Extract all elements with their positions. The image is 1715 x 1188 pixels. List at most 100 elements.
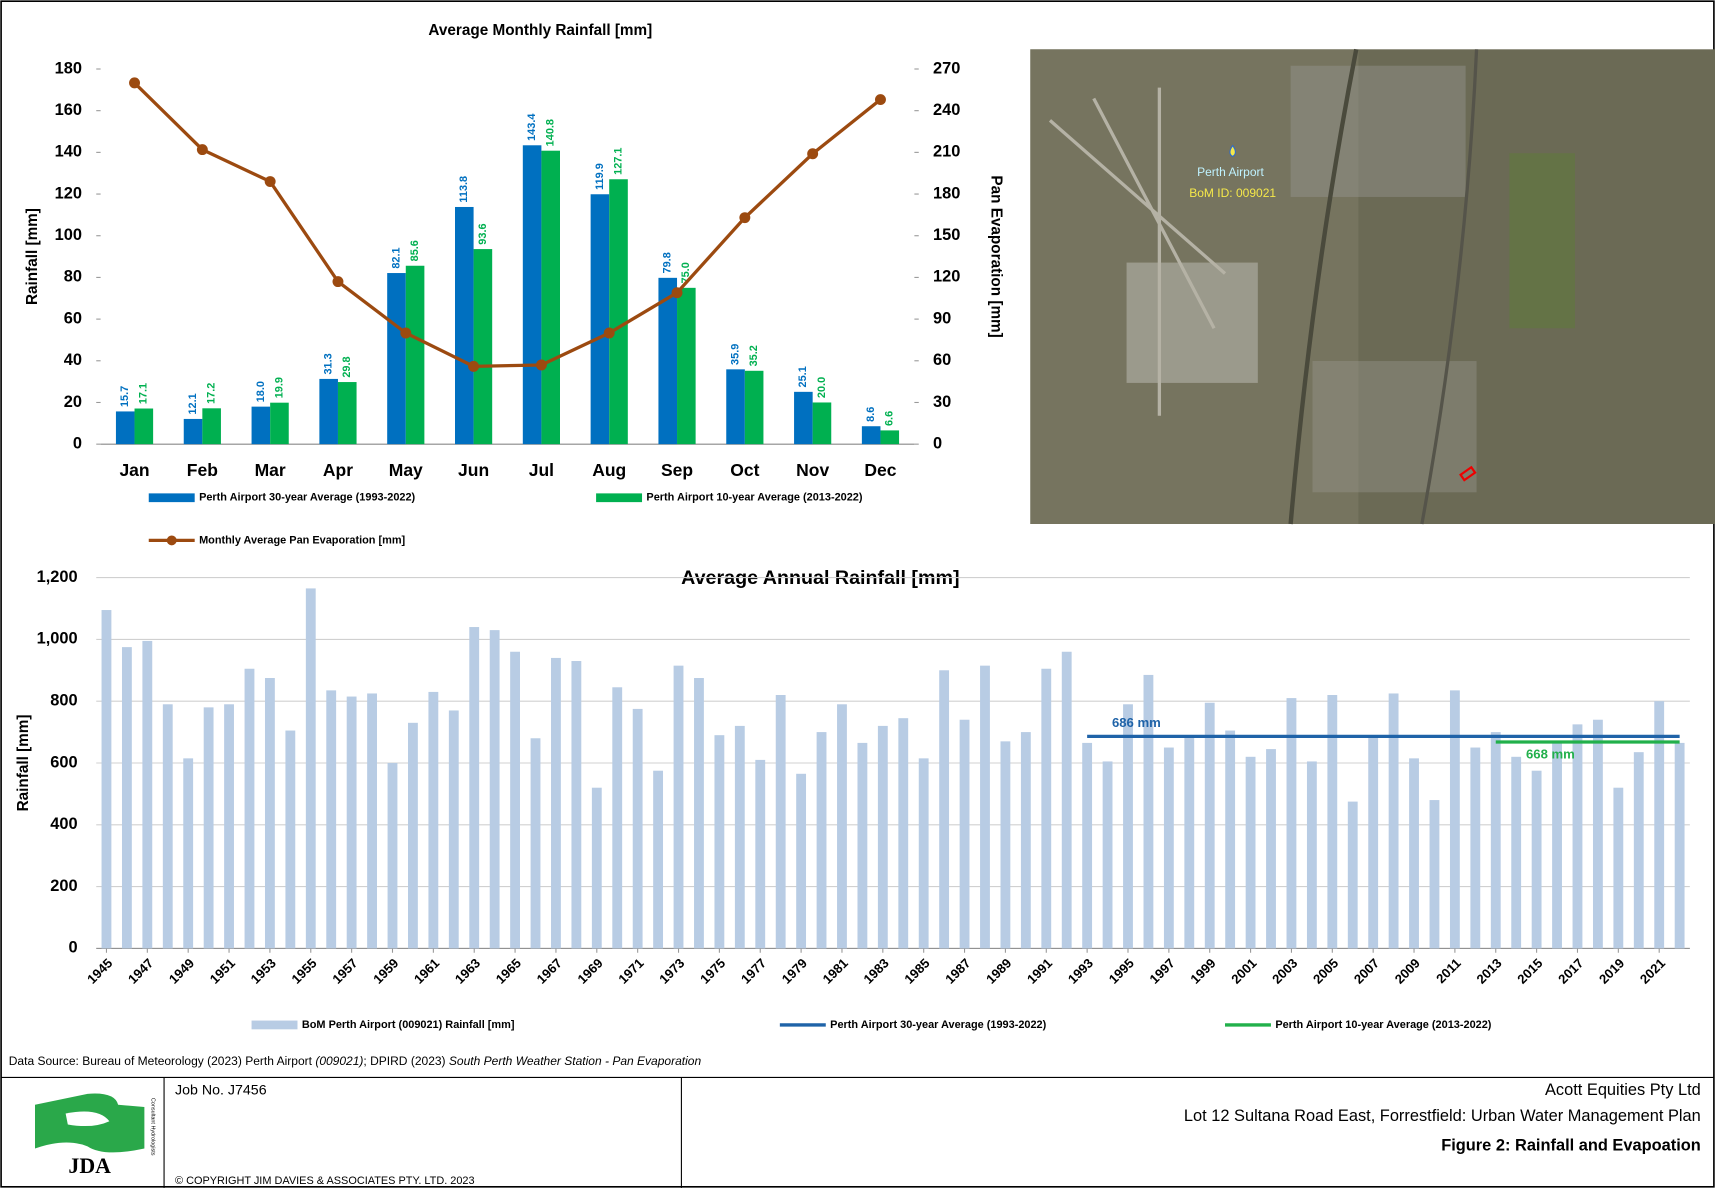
y2-axis-label: Pan Evaporation [mm] bbox=[987, 175, 1004, 337]
bar bbox=[571, 661, 582, 949]
legend-swatch bbox=[148, 493, 195, 503]
bar bbox=[541, 150, 560, 445]
y2-tick-label: 270 bbox=[933, 59, 960, 77]
marker bbox=[400, 327, 412, 339]
data-label: 31.3 bbox=[323, 353, 335, 374]
site-marker bbox=[1459, 465, 1477, 482]
bar bbox=[244, 668, 255, 949]
bar bbox=[1020, 732, 1031, 949]
line-label: 686 mm bbox=[1112, 715, 1161, 730]
runway bbox=[1048, 87, 1227, 416]
bar bbox=[1409, 758, 1419, 949]
bar bbox=[387, 273, 406, 445]
y2-tick-label: 90 bbox=[933, 309, 951, 327]
x-tick-label: Sep bbox=[661, 460, 693, 480]
data-label: 19.9 bbox=[273, 377, 285, 398]
map-area bbox=[1312, 361, 1477, 493]
marker bbox=[264, 176, 276, 188]
y-tick-label: 100 bbox=[55, 226, 82, 244]
marker bbox=[671, 287, 683, 299]
data-label: 12.1 bbox=[187, 393, 199, 414]
data-label: 17.1 bbox=[138, 383, 150, 404]
bar bbox=[673, 665, 684, 949]
logo-text: JDA bbox=[68, 1154, 111, 1178]
bar bbox=[590, 194, 610, 445]
bar bbox=[337, 382, 357, 445]
copyright: © COPYRIGHT JIM DAVIES & ASSOCIATES PTY.… bbox=[175, 1175, 475, 1187]
bar bbox=[1000, 741, 1011, 949]
bar bbox=[1674, 742, 1685, 949]
y-tick-label: 60 bbox=[64, 309, 82, 327]
legend-swatch bbox=[251, 1020, 298, 1030]
bar bbox=[1470, 747, 1481, 949]
bar bbox=[714, 735, 725, 949]
source-part: ; DPIRD (2023) bbox=[363, 1054, 448, 1068]
marker bbox=[332, 276, 344, 288]
legend-label: BoM Perth Airport (009021) Rainfall [mm] bbox=[302, 1019, 515, 1031]
bar bbox=[1368, 735, 1379, 949]
y-tick-label: 120 bbox=[55, 184, 82, 202]
data-label: 6.6 bbox=[884, 411, 896, 426]
bar bbox=[898, 718, 909, 949]
client: Acott Equities Pty Ltd bbox=[1545, 1081, 1701, 1099]
data-label: 143.4 bbox=[526, 113, 538, 141]
bar bbox=[1306, 761, 1317, 949]
bar bbox=[203, 707, 214, 949]
bar bbox=[326, 690, 337, 949]
logo-subtext: Consultant Hydrologists bbox=[150, 1098, 156, 1156]
bar bbox=[473, 249, 493, 445]
y-tick-label: 400 bbox=[50, 815, 77, 833]
data-label: 82.1 bbox=[390, 247, 402, 268]
bar bbox=[1449, 690, 1460, 949]
y-tick-label: 1,000 bbox=[37, 630, 78, 648]
bar bbox=[522, 145, 542, 445]
bar bbox=[591, 787, 602, 949]
bar bbox=[837, 704, 847, 949]
bar bbox=[794, 391, 813, 445]
x-tick-label: Jul bbox=[529, 460, 554, 480]
marker bbox=[739, 212, 751, 224]
data-label: 113.8 bbox=[458, 176, 470, 203]
legend-swatch bbox=[596, 493, 643, 503]
bar bbox=[1347, 801, 1358, 949]
x-tick-label: Nov bbox=[796, 460, 829, 480]
chart-title: Average Monthly Rainfall [mm] bbox=[428, 22, 652, 39]
data-label: 93.6 bbox=[477, 223, 489, 244]
bar bbox=[1225, 730, 1236, 949]
logo-shape bbox=[65, 1111, 110, 1127]
bar bbox=[816, 732, 827, 949]
bar bbox=[1388, 693, 1399, 949]
bar bbox=[183, 418, 203, 445]
bar bbox=[202, 408, 221, 445]
bar bbox=[551, 657, 561, 949]
bar bbox=[1654, 701, 1665, 949]
source-part: (009021) bbox=[315, 1054, 363, 1068]
legend-label: Perth Airport 30-year Average (1993-2022… bbox=[830, 1019, 1046, 1031]
bar bbox=[694, 678, 704, 949]
bar bbox=[861, 426, 881, 445]
job-number: Job No. J7456 bbox=[175, 1082, 267, 1098]
bar bbox=[530, 738, 541, 949]
y2-tick-label: 120 bbox=[933, 268, 960, 286]
bar bbox=[1102, 761, 1113, 949]
bar bbox=[1552, 741, 1562, 949]
bar bbox=[980, 665, 990, 949]
bar bbox=[264, 678, 275, 949]
y-tick-label: 180 bbox=[55, 59, 82, 77]
data-label: 15.7 bbox=[119, 386, 131, 407]
bar bbox=[1490, 732, 1501, 949]
bar bbox=[1429, 800, 1440, 949]
data-label: 35.2 bbox=[748, 345, 760, 366]
y-tick-label: 160 bbox=[55, 101, 82, 119]
data-label: 35.9 bbox=[729, 344, 741, 365]
bar bbox=[162, 704, 173, 949]
data-label: 17.2 bbox=[206, 383, 218, 404]
x-tick-label: Apr bbox=[323, 460, 353, 480]
bar bbox=[726, 369, 745, 445]
map-area bbox=[1126, 262, 1258, 383]
y-tick-label: 20 bbox=[64, 393, 82, 411]
bar bbox=[1245, 756, 1256, 949]
figure-title: Figure 2: Rainfall and Evapoation bbox=[1441, 1137, 1701, 1155]
x-tick-label: Jan bbox=[119, 460, 149, 480]
line bbox=[133, 81, 882, 368]
